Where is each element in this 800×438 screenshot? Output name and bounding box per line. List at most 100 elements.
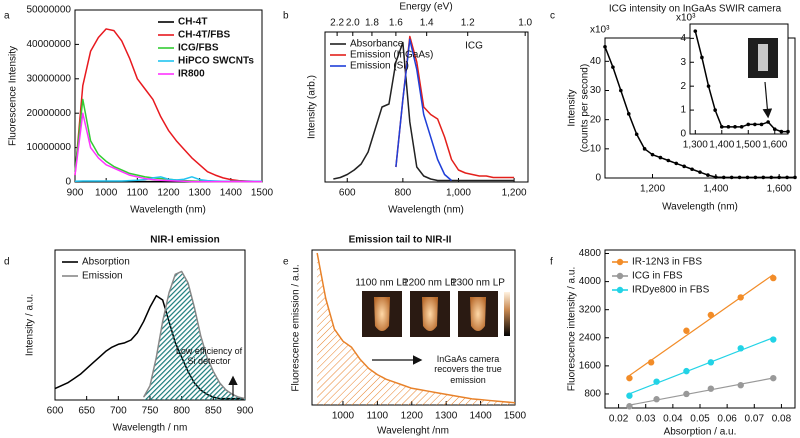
y-tick-label: 0	[65, 177, 71, 188]
y-tick-label: 30	[590, 85, 602, 96]
y-tick-label: 3200	[579, 304, 602, 315]
photo-tube	[422, 297, 438, 331]
plot-area	[74, 9, 263, 183]
y-axis-label: Intensity / a.u.	[25, 294, 36, 356]
x-tick-label: 1,600	[762, 140, 787, 151]
annotation: 1100 nm LP	[355, 278, 409, 289]
scatter-point	[653, 378, 660, 385]
line-marker	[721, 175, 726, 180]
x-tick-label: 1100	[367, 411, 389, 422]
y-tick-label: 40	[590, 56, 602, 67]
x-tick-label: 900	[237, 406, 254, 417]
line-marker	[769, 175, 774, 180]
line-marker	[733, 125, 737, 129]
scatter-point	[626, 403, 633, 410]
x-axis-label: Wavelenght /nm	[377, 426, 449, 437]
x2-tick-label: 1.4	[420, 18, 434, 29]
scatter-point	[653, 396, 660, 403]
y-tick-label: 0	[595, 173, 601, 184]
line-marker	[603, 44, 607, 49]
legend-label: Emission (InGaAs)	[350, 50, 433, 61]
x-tick-label: 0.05	[690, 414, 710, 425]
scatter-point	[626, 374, 633, 382]
x-tick-label: 1400	[469, 411, 492, 422]
line-marker	[706, 84, 711, 88]
y-multiplier: x10³	[590, 25, 610, 36]
line-marker	[693, 29, 698, 33]
scatter-point	[707, 359, 715, 366]
x-tick-label: 1,000	[446, 188, 471, 199]
x-tick-label: 0.07	[745, 414, 765, 425]
fit-line	[629, 274, 774, 377]
x-tick-label: 900	[67, 188, 84, 199]
y-tick-label: 0	[680, 129, 686, 140]
x-tick-label: 0.06	[717, 414, 737, 425]
x-axis-label: Wavelength / nm	[113, 423, 188, 434]
legend-label: IRDye800 in FBS	[632, 285, 710, 296]
line-marker	[666, 158, 671, 163]
legend-label: IR800	[178, 69, 205, 80]
legend-label: Absorption	[82, 257, 130, 268]
legend-label: Absorbance	[350, 39, 404, 50]
x-tick-label: 850	[205, 406, 222, 417]
x-axis-label: Wavelength (nm)	[130, 205, 206, 216]
x-tick-label: 800	[395, 188, 412, 199]
legend-label: HiPCO SWCNTs	[178, 56, 254, 67]
y-tick-label: 40000000	[27, 39, 72, 50]
panel-label: f	[550, 257, 553, 268]
line-marker	[746, 122, 751, 127]
scatter-point	[770, 374, 777, 382]
annotation: ICG	[465, 41, 483, 52]
legend-marker	[616, 286, 624, 294]
x-tick-label: 650	[78, 406, 95, 417]
x-tick-label: 1200	[401, 411, 424, 422]
x-tick-label: 750	[142, 406, 159, 417]
x2-tick-label: 2.0	[346, 18, 360, 29]
scatter-point	[737, 345, 744, 352]
x-tick-label: 700	[110, 406, 127, 417]
scatter-point	[707, 311, 715, 319]
x-tick-label: 1100	[127, 188, 149, 199]
x2-tick-label: 1.2	[461, 18, 475, 29]
scatter-point	[770, 336, 777, 343]
legend-marker	[616, 258, 624, 266]
line-marker	[706, 173, 710, 177]
legend-label: ICG in FBS	[632, 271, 683, 282]
line-series	[333, 41, 515, 182]
line-marker	[690, 167, 694, 172]
scatter-point	[683, 327, 690, 334]
line-marker	[650, 152, 655, 157]
x-tick-label: 1,500	[736, 140, 761, 151]
line-series	[316, 252, 516, 404]
x-tick-label: 1500	[504, 411, 527, 422]
chart-title: ICG intensity on InGaAs SWIR camera	[609, 4, 782, 15]
annotation-box: Low efficiency of Si detector	[176, 346, 242, 366]
x-tick-label: 600	[47, 406, 64, 417]
scatter-point	[647, 359, 655, 366]
fit-line	[629, 377, 774, 406]
legend-marker	[616, 272, 624, 280]
annotation: 1300 nm LP	[451, 278, 505, 289]
photo-tube	[470, 297, 486, 331]
legend-label: ICG/FBS	[178, 43, 219, 54]
x-tick-label: 0.04	[663, 414, 683, 425]
y-tick-label: 800	[584, 389, 601, 400]
y-axis-label: Fluorescence emission / a.u.	[291, 264, 302, 391]
x-axis-label: Wavelength (nm)	[662, 202, 738, 213]
annotation: InGaAs camera recovers the true emission	[434, 354, 502, 384]
line-marker	[745, 175, 750, 180]
x2-axis-label: Energy (eV)	[399, 2, 452, 13]
y-axis-label: Intensity (arb.)	[307, 75, 318, 139]
x-tick-label: 0.03	[636, 414, 656, 425]
line-marker	[726, 125, 731, 129]
line-marker	[772, 127, 777, 132]
legend-label: Emission (Si)	[350, 61, 409, 72]
line-marker	[786, 129, 790, 134]
x-tick-label: 600	[339, 188, 356, 199]
panel-label: a	[4, 11, 10, 22]
y-tick-label: 4	[680, 33, 686, 44]
x-tick-label: 0.08	[772, 414, 792, 425]
line-series	[74, 112, 262, 183]
